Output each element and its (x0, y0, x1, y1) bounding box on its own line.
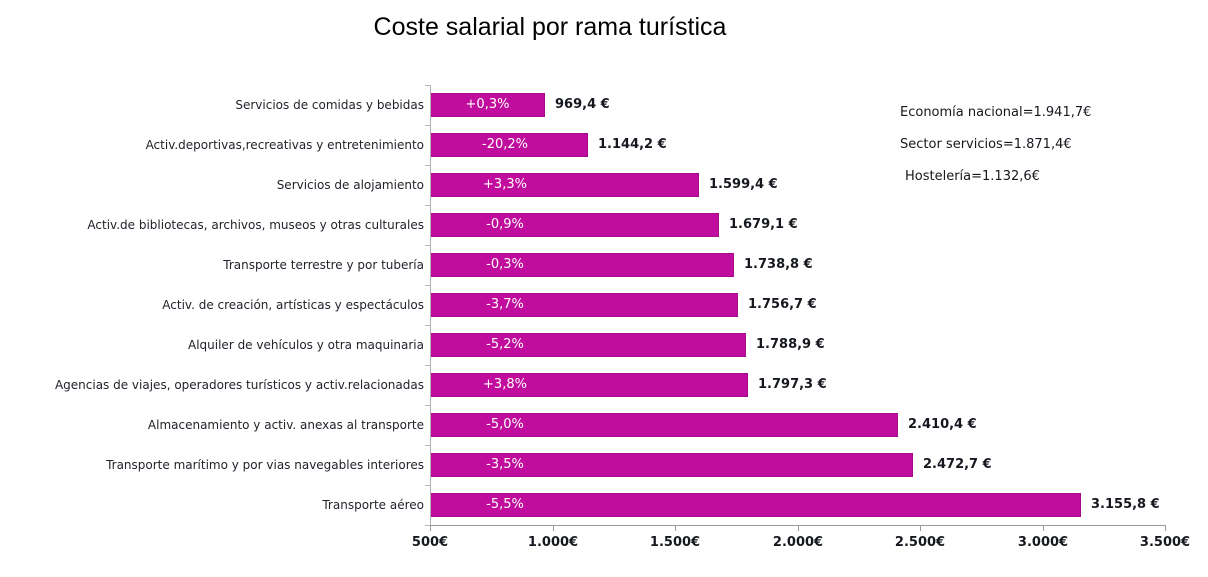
bar (430, 413, 898, 437)
bar-pct-label: +3,8% (483, 377, 527, 392)
y-axis-tick (425, 325, 430, 326)
x-axis-tick-label: 1.500€ (649, 535, 701, 550)
bar-value-label: 2.472,7 € (923, 457, 992, 472)
y-axis-tick (425, 485, 430, 486)
bar-value-label: 3.155,8 € (1091, 497, 1160, 512)
category-label: Alquiler de vehículos y otra maquinaria (188, 338, 424, 352)
bar-pct-label: -5,5% (486, 497, 524, 512)
annotation-sector-servicios: Sector servicios=1.871,4€ (900, 137, 1072, 152)
bar-value-label: 1.679,1 € (729, 217, 798, 232)
bar-pct-label: -3,7% (486, 297, 524, 312)
annotation-economia-nacional: Economía nacional=1.941,7€ (900, 105, 1092, 120)
y-axis-tick (425, 285, 430, 286)
category-label: Transporte terrestre y por tubería (223, 258, 424, 272)
x-axis-tick (798, 525, 799, 531)
bar-value-label: 1.144,2 € (598, 137, 667, 152)
bar-pct-label: -0,3% (486, 257, 524, 272)
category-label: Servicios de alojamiento (276, 178, 424, 192)
bar (430, 213, 719, 237)
reference-annotations: Economía nacional=1.941,7€ Sector servic… (900, 97, 1091, 193)
annotation-hosteleria: Hostelería=1.132,6€ (905, 169, 1040, 184)
bar (430, 333, 746, 357)
bar-row: -5,0% 2.410,4 € (430, 405, 1165, 445)
bar-value-label: 1.797,3 € (758, 377, 827, 392)
plot-area: +0,3% 969,4 € -20,2% 1.144,2 € +3,3% 1.599,4 … (430, 85, 1165, 525)
bar-pct-label: -5,0% (486, 417, 524, 432)
bar (430, 373, 748, 397)
bar-pct-label: -20,2% (482, 137, 528, 152)
bar-value-label: 1.788,9 € (756, 337, 825, 352)
bar (430, 93, 545, 117)
bar-row: +3,3% 1.599,4 € (430, 165, 1165, 205)
bar (430, 453, 913, 477)
bar-row: -3,5% 2.472,7 € (430, 445, 1165, 485)
x-axis-tick-label: 500€ (411, 535, 449, 550)
bar (430, 133, 588, 157)
y-axis-tick (425, 205, 430, 206)
bar-row: -5,5% 3.155,8 € (430, 485, 1165, 525)
x-axis-tick (675, 525, 676, 531)
category-label: Activ.de bibliotecas, archivos, museos y… (87, 218, 424, 232)
bar-pct-label: -3,5% (486, 457, 524, 472)
x-axis-tick (430, 525, 431, 531)
category-label: Transporte aéreo (322, 498, 424, 512)
bar-row: -3,7% 1.756,7 € (430, 285, 1165, 325)
chart-title: Coste salarial por rama turística (373, 13, 727, 41)
y-axis-tick (425, 245, 430, 246)
bar (430, 173, 699, 197)
y-axis-tick (425, 445, 430, 446)
bar (430, 253, 734, 277)
x-axis-tick (553, 525, 554, 531)
bar-value-label: 1.738,8 € (744, 257, 813, 272)
bar-row: +3,8% 1.797,3 € (430, 365, 1165, 405)
category-label: Activ.deportivas,recreativas y entreteni… (145, 138, 424, 152)
y-axis-tick (425, 165, 430, 166)
bar-row: -20,2% 1.144,2 € (430, 125, 1165, 165)
x-axis-tick (920, 525, 921, 531)
y-axis-tick (425, 365, 430, 366)
x-axis-tick-label: 3.500€ (1139, 535, 1191, 550)
x-axis-tick-label: 1.000€ (527, 535, 579, 550)
bar-value-label: 969,4 € (555, 97, 610, 112)
bar-pct-label: -0,9% (486, 217, 524, 232)
category-axis-labels: Servicios de comidas y bebidas Activ.depo… (0, 85, 424, 525)
category-label: Agencias de viajes, operadores turístico… (54, 378, 424, 392)
bar-row: -0,9% 1.679,1 € (430, 205, 1165, 245)
category-label: Transporte marítimo y por vias navegable… (106, 458, 424, 472)
x-axis-tick (1165, 525, 1166, 531)
bar (430, 293, 738, 317)
bar-value-label: 1.599,4 € (709, 177, 778, 192)
x-axis-tick-label: 2.500€ (894, 535, 946, 550)
y-axis-tick (425, 85, 430, 86)
x-axis-tick (1043, 525, 1044, 531)
bar-row: +0,3% 969,4 € (430, 85, 1165, 125)
bar-pct-label: -5,2% (486, 337, 524, 352)
x-axis-tick-label: 3.000€ (1017, 535, 1069, 550)
category-axis-line (430, 85, 431, 526)
bar-value-label: 1.756,7 € (748, 297, 817, 312)
x-axis-tick-label: 2.000€ (772, 535, 824, 550)
bar-pct-label: +3,3% (483, 177, 527, 192)
category-label: Almacenamiento y activ. anexas al transp… (147, 418, 424, 432)
y-axis-tick (425, 125, 430, 126)
bar-pct-label: +0,3% (465, 97, 510, 112)
y-axis-tick (425, 405, 430, 406)
category-label: Servicios de comidas y bebidas (235, 98, 424, 112)
bar (430, 493, 1081, 517)
y-axis-tick (425, 525, 430, 526)
bar-row: -0,3% 1.738,8 € (430, 245, 1165, 285)
category-label: Activ. de creación, artísticas y espectá… (162, 298, 424, 312)
bar-value-label: 2.410,4 € (908, 417, 977, 432)
bar-row: -5,2% 1.788,9 € (430, 325, 1165, 365)
